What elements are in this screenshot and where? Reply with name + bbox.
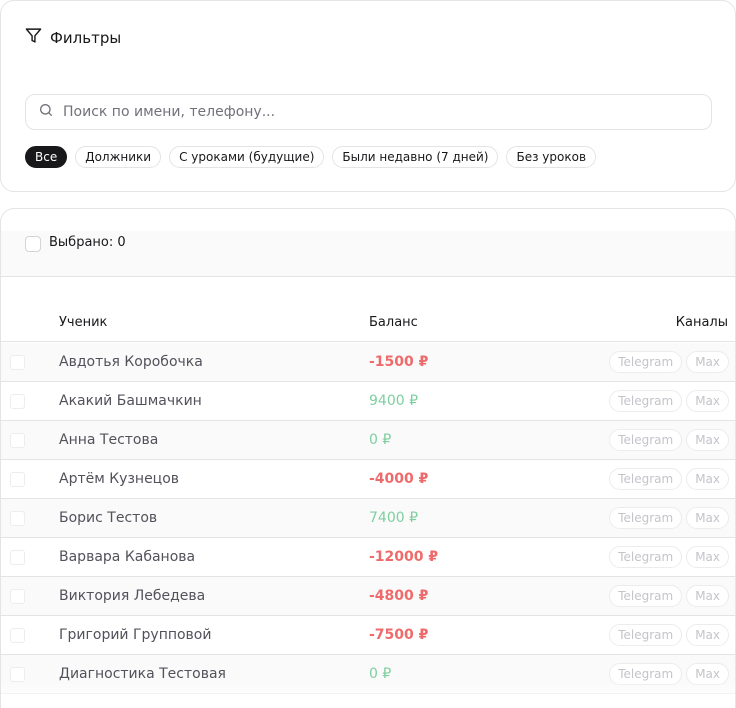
telegram-badge: Telegram [609, 663, 683, 685]
student-name[interactable]: Авдотья Коробочка [59, 354, 203, 370]
max-badge: Max [686, 468, 729, 490]
selection-bar: Выбрано: 0 [1, 231, 735, 277]
table-row[interactable]: Диагностика Тестовая 0 ₽ Telegram Max [1, 655, 735, 694]
chip-no-lessons[interactable]: Без уроков [506, 146, 597, 168]
filter-chips: Все Должники С уроками (будущие) Были не… [25, 146, 597, 168]
student-balance: 0 ₽ [369, 666, 392, 682]
student-name[interactable]: Варвара Кабанова [59, 549, 196, 565]
filters-header: Фильтры [25, 27, 121, 48]
row-checkbox[interactable] [10, 472, 25, 487]
table-row[interactable]: Виктория Лебедева -4800 ₽ Telegram Max [1, 577, 735, 616]
max-badge: Max [686, 663, 729, 685]
student-balance: 7400 ₽ [369, 510, 418, 526]
table-row[interactable]: Анна Тестова 0 ₽ Telegram Max [1, 421, 735, 460]
row-checkbox[interactable] [10, 433, 25, 448]
max-badge: Max [686, 585, 729, 607]
row-checkbox[interactable] [10, 628, 25, 643]
chip-debtors[interactable]: Должники [75, 146, 162, 168]
telegram-badge: Telegram [609, 624, 683, 646]
student-balance: 0 ₽ [369, 432, 392, 448]
row-checkbox[interactable] [10, 355, 25, 370]
channel-badges: Telegram Max [609, 429, 729, 451]
table-header: Ученик Баланс Каналы [1, 304, 735, 342]
telegram-badge: Telegram [609, 507, 683, 529]
channel-badges: Telegram Max [609, 624, 729, 646]
table-row[interactable]: Акакий Башмачкин 9400 ₽ Telegram Max [1, 382, 735, 421]
student-name[interactable]: Акакий Башмачкин [59, 393, 202, 409]
row-checkbox[interactable] [10, 550, 25, 565]
student-name[interactable]: Диагностика Тестовая [59, 666, 226, 682]
select-all-checkbox[interactable] [25, 236, 41, 252]
telegram-badge: Telegram [609, 546, 683, 568]
table-row[interactable]: Григорий Групповой -7500 ₽ Telegram Max [1, 616, 735, 655]
max-badge: Max [686, 390, 729, 412]
chip-all[interactable]: Все [25, 146, 68, 168]
chip-with-lessons[interactable]: С уроками (будущие) [169, 146, 325, 168]
table-row[interactable]: Артём Кузнецов -4000 ₽ Telegram Max [1, 460, 735, 499]
row-checkbox[interactable] [10, 589, 25, 604]
table-row[interactable]: Борис Тестов 7400 ₽ Telegram Max [1, 499, 735, 538]
channel-badges: Telegram Max [609, 546, 729, 568]
student-name[interactable]: Анна Тестова [59, 432, 159, 448]
student-balance: 9400 ₽ [369, 393, 418, 409]
student-balance: -4800 ₽ [369, 588, 429, 604]
telegram-badge: Telegram [609, 585, 683, 607]
student-balance: -1500 ₽ [369, 354, 429, 370]
channel-badges: Telegram Max [609, 585, 729, 607]
telegram-badge: Telegram [609, 468, 683, 490]
column-channels: Каналы [675, 315, 728, 330]
table-row[interactable]: Варвара Кабанова -12000 ₽ Telegram Max [1, 538, 735, 577]
students-table-card: Выбрано: 0 Ученик Баланс Каналы Авдотья … [0, 208, 736, 708]
selected-count: Выбрано: 0 [49, 235, 126, 250]
search-icon [38, 102, 54, 122]
max-badge: Max [686, 624, 729, 646]
search-input[interactable] [63, 104, 663, 120]
max-badge: Max [686, 507, 729, 529]
search-box[interactable] [25, 94, 712, 130]
filter-icon [25, 27, 42, 48]
student-name[interactable]: Борис Тестов [59, 510, 158, 526]
column-student[interactable]: Ученик [59, 315, 108, 330]
chip-recent[interactable]: Были недавно (7 дней) [332, 146, 499, 168]
filters-card: Фильтры Все Должники С уроками (будущие)… [0, 0, 736, 192]
telegram-badge: Telegram [609, 390, 683, 412]
table-row[interactable]: Авдотья Коробочка -1500 ₽ Telegram Max [1, 343, 735, 382]
filters-title: Фильтры [50, 28, 122, 47]
max-badge: Max [686, 429, 729, 451]
channel-badges: Telegram Max [609, 468, 729, 490]
channel-badges: Telegram Max [609, 351, 729, 373]
student-balance: -7500 ₽ [369, 627, 429, 643]
max-badge: Max [686, 351, 729, 373]
row-checkbox[interactable] [10, 667, 25, 682]
student-balance: -4000 ₽ [369, 471, 429, 487]
telegram-badge: Telegram [609, 351, 683, 373]
column-balance[interactable]: Баланс [369, 315, 418, 330]
row-checkbox[interactable] [10, 511, 25, 526]
channel-badges: Telegram Max [609, 663, 729, 685]
student-name[interactable]: Артём Кузнецов [59, 471, 180, 487]
student-balance: -12000 ₽ [369, 549, 439, 565]
student-name[interactable]: Виктория Лебедева [59, 588, 206, 604]
student-name[interactable]: Григорий Групповой [59, 627, 212, 643]
max-badge: Max [686, 546, 729, 568]
table-body: Авдотья Коробочка -1500 ₽ Telegram Max Акаки… [1, 343, 735, 694]
telegram-badge: Telegram [609, 429, 683, 451]
channel-badges: Telegram Max [609, 507, 729, 529]
channel-badges: Telegram Max [609, 390, 729, 412]
row-checkbox[interactable] [10, 394, 25, 409]
